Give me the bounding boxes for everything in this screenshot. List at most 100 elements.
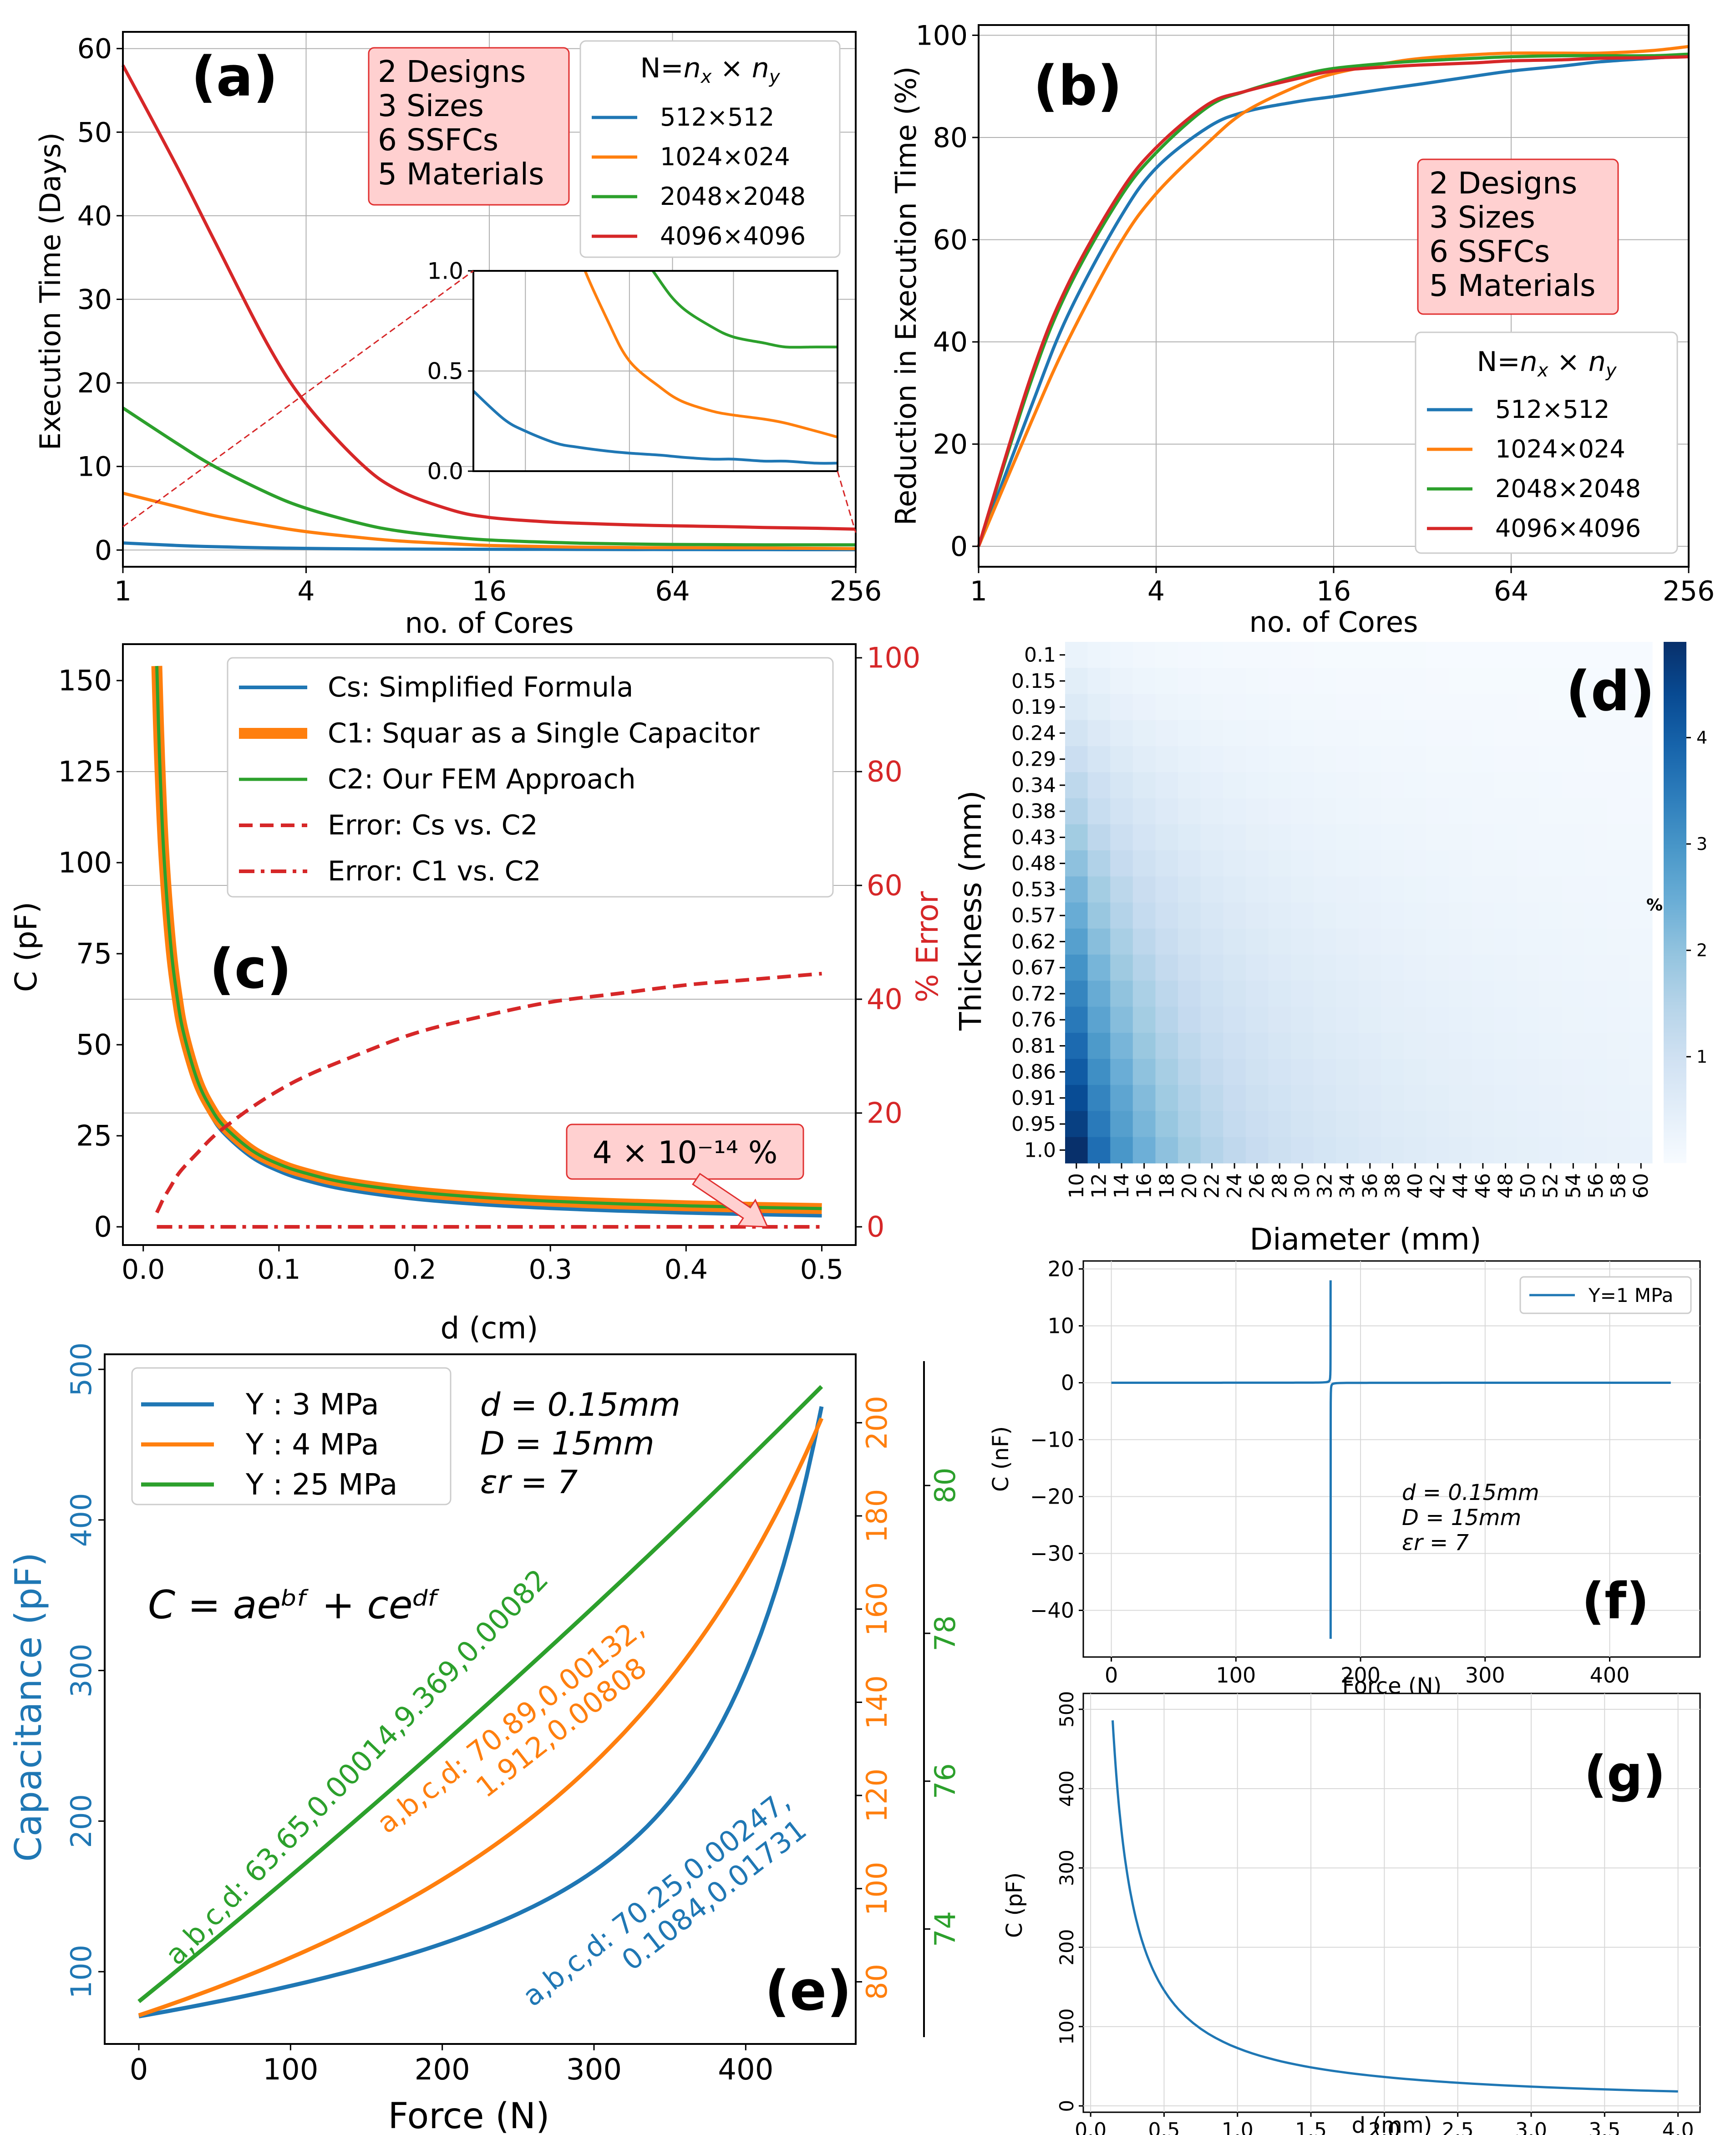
- heatmap-cell: [1291, 1137, 1314, 1164]
- col-label: 12: [1087, 1173, 1111, 1199]
- heatmap-cell: [1449, 902, 1472, 929]
- heatmap-cell: [1200, 902, 1223, 929]
- param-line: D = 15mm: [480, 1425, 655, 1462]
- heatmap-cell: [1629, 955, 1653, 981]
- heatmap-cell: [1110, 850, 1133, 877]
- heatmap-cell: [1291, 694, 1314, 721]
- heatmap-cell: [1245, 772, 1269, 799]
- heatmap-cell: [1223, 876, 1246, 903]
- heatmap-cell: [1629, 798, 1653, 825]
- heatmap-cell: [1562, 902, 1585, 929]
- legend-label: 1024×024: [660, 142, 790, 171]
- y-tick-label: 100: [860, 1862, 893, 1916]
- heatmap-cell: [1381, 981, 1404, 1007]
- heatmap-cell: [1426, 642, 1449, 668]
- heatmap-cell: [1381, 902, 1404, 929]
- col-label: 14: [1110, 1173, 1133, 1199]
- heatmap-cell: [1404, 798, 1427, 825]
- row-label: 0.95: [1011, 1113, 1056, 1136]
- heatmap-cell: [1178, 1032, 1201, 1059]
- panel-g-label: (g): [1584, 1745, 1665, 1803]
- heatmap-cell: [1607, 1137, 1630, 1164]
- y-tick-label: 150: [58, 664, 112, 697]
- heatmap-cell: [1472, 694, 1495, 721]
- heatmap-cell: [1291, 955, 1314, 981]
- heatmap-cell: [1404, 1059, 1427, 1085]
- heatmap-cell: [1472, 772, 1495, 799]
- heatmap-cell: [1449, 1006, 1472, 1033]
- row-label: 0.38: [1011, 800, 1056, 823]
- y-tick-label: 25: [76, 1119, 112, 1153]
- series-line: [977, 52, 1689, 547]
- heatmap-cell: [1517, 694, 1540, 721]
- heatmap-cell: [1087, 798, 1111, 825]
- heatmap-cell: [1539, 1059, 1563, 1085]
- heatmap-cell: [1268, 1059, 1291, 1085]
- heatmap-cell: [1268, 668, 1291, 695]
- y-tick-label: 100: [58, 846, 112, 879]
- inset-series-line: [651, 271, 838, 349]
- heatmap-cell: [1562, 1111, 1585, 1138]
- heatmap-cell: [1404, 1111, 1427, 1138]
- panel-f-legend: Y=1 MPa: [1519, 1276, 1692, 1314]
- y-tick-label: 20: [1047, 1257, 1074, 1281]
- heatmap-cell: [1313, 1059, 1336, 1085]
- row-label: 0.86: [1011, 1061, 1056, 1084]
- heatmap-cell: [1223, 668, 1246, 695]
- heatmap-cell: [1223, 850, 1246, 877]
- heatmap-cell: [1404, 1137, 1427, 1164]
- heatmap-cell: [1517, 928, 1540, 955]
- heatmap-cell: [1065, 1059, 1088, 1085]
- series-line: [1111, 1280, 1332, 1384]
- x-tick-label: 1.0: [1222, 2119, 1254, 2135]
- legend-label: Y : 25 MPa: [245, 1468, 397, 1502]
- heatmap-cell: [1155, 1137, 1178, 1164]
- heatmap-cell: [1291, 981, 1314, 1007]
- heatmap-cell: [1494, 746, 1517, 773]
- heatmap-cell: [1245, 928, 1269, 955]
- x-tick-label: 0.0: [122, 1254, 165, 1286]
- panel-f-label: (f): [1582, 1572, 1649, 1630]
- heatmap-cell: [1584, 642, 1608, 668]
- heatmap-cell: [1517, 955, 1540, 981]
- y-tick-label: 400: [65, 1493, 98, 1547]
- heatmap-cell: [1381, 772, 1404, 799]
- heatmap-cell: [1472, 668, 1495, 695]
- heatmap-cell: [1359, 902, 1382, 929]
- heatmap-cell: [1155, 746, 1178, 773]
- heatmap-cell: [1155, 876, 1178, 903]
- heatmap-cell: [1494, 902, 1517, 929]
- heatmap-cell: [1178, 694, 1201, 721]
- heatmap-cell: [1449, 694, 1472, 721]
- panel-d-label: (d): [1566, 660, 1655, 723]
- heatmap-cell: [1110, 981, 1133, 1007]
- heatmap-cell: [1291, 1059, 1314, 1085]
- heatmap-cell: [1629, 981, 1653, 1007]
- heatmap-cell: [1539, 902, 1563, 929]
- heatmap-cell: [1449, 955, 1472, 981]
- heatmap-cell: [1562, 981, 1585, 1007]
- heatmap-cell: [1065, 772, 1088, 799]
- heatmap-cell: [1245, 876, 1269, 903]
- heatmap-cell: [1110, 902, 1133, 929]
- heatmap-cell: [1629, 1006, 1653, 1033]
- heatmap-cell: [1607, 642, 1630, 668]
- heatmap-cell: [1426, 798, 1449, 825]
- heatmap-cell: [1607, 1059, 1630, 1085]
- heatmap-col-labels: 1012141618202224262830323436384042444648…: [1065, 1163, 1653, 1199]
- heatmap-cell: [1472, 1085, 1495, 1112]
- panel-c-label: (c): [209, 938, 292, 1001]
- panel-c-axes-frame: [122, 643, 857, 1246]
- heatmap-cell: [1245, 850, 1269, 877]
- heatmap-cell: [1268, 772, 1291, 799]
- heatmap-cell: [1562, 1137, 1585, 1164]
- heatmap-cell: [1245, 1059, 1269, 1085]
- panel-a-xticks: 1 4 16 64 256: [114, 567, 882, 607]
- heatmap-cell: [1517, 1111, 1540, 1138]
- x-tick-label: 400: [718, 2053, 773, 2087]
- heatmap-cell: [1517, 772, 1540, 799]
- heatmap-cell: [1562, 720, 1585, 747]
- zoom-connector: [837, 471, 857, 533]
- panel-f-yticks: −40 −30 −20 −10 0 10 20: [1030, 1257, 1083, 1623]
- panel-c-legend: Cs: Simplified Formula C1: Squar as a Sin…: [227, 657, 834, 898]
